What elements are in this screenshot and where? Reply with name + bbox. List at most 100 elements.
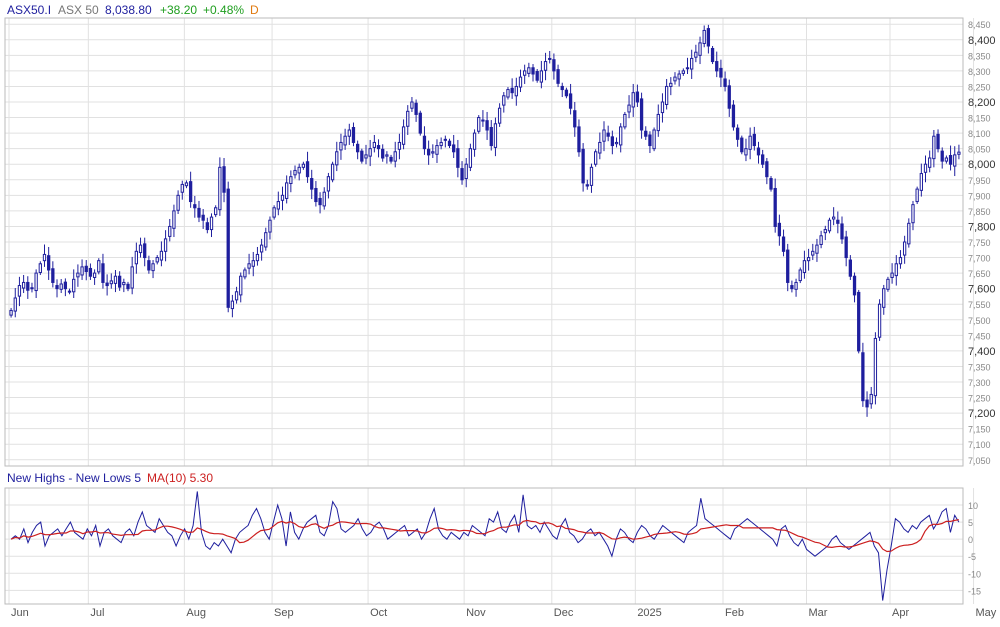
candle-up	[335, 151, 339, 166]
candle-up	[439, 141, 443, 147]
candle-up	[251, 260, 255, 267]
candle-up	[180, 183, 184, 193]
candle-down	[852, 275, 857, 296]
price-axis-label: 8,300	[968, 67, 991, 77]
candle-up	[289, 176, 293, 185]
candle-down	[585, 184, 589, 187]
candle-down	[560, 85, 564, 91]
price-axis-label: 8,350	[968, 51, 991, 61]
candle-up	[911, 204, 915, 224]
header-symbol: ASX50.I	[7, 3, 51, 17]
candle-up	[627, 104, 631, 113]
candle-up	[247, 263, 251, 269]
indicator-axis-labels: 10 5 0 -5 -10 -15	[968, 501, 981, 596]
candle-down	[226, 188, 230, 308]
candle-up	[155, 257, 159, 263]
candle-down	[101, 263, 105, 283]
candle-up	[435, 145, 439, 155]
header-change-pct: +0.48%	[203, 3, 244, 17]
candle-up	[681, 70, 685, 74]
candle-down	[188, 181, 193, 203]
candle-up	[163, 238, 168, 252]
header-name: ASX 50	[58, 3, 99, 17]
candle-up	[669, 82, 673, 87]
time-axis-label: Oct	[370, 607, 387, 619]
indicator-pane-border	[4, 487, 964, 605]
candle-down	[731, 104, 736, 128]
candle-down	[706, 28, 711, 47]
candle-up	[673, 76, 677, 82]
candle-up	[38, 263, 42, 273]
candle-down	[310, 178, 314, 190]
candle-down	[47, 255, 51, 271]
candle-up	[798, 269, 802, 282]
candle-up	[443, 138, 447, 141]
price-axis-label: 8,050	[968, 145, 991, 155]
candle-down	[948, 155, 953, 165]
price-axis-label: 7,850	[968, 207, 991, 217]
candle-up	[873, 337, 878, 397]
candle-up	[811, 250, 815, 256]
candle-up	[589, 166, 594, 186]
candle-down	[790, 285, 794, 290]
candle-down	[723, 78, 727, 87]
candle-down	[735, 127, 740, 140]
price-axis-label: 7,950	[968, 176, 991, 186]
candle-up	[122, 281, 126, 286]
candle-down	[765, 161, 769, 178]
candle-down	[67, 290, 72, 293]
header-interval: D	[250, 3, 259, 17]
candle-down	[568, 93, 573, 109]
candle-down	[531, 67, 535, 75]
time-axis-label: May	[976, 607, 997, 619]
candle-up	[869, 393, 873, 405]
candle-up	[598, 141, 602, 154]
candle-up	[685, 67, 690, 70]
candle-up	[477, 117, 481, 132]
candle-down	[105, 282, 109, 287]
ma-line	[10, 519, 959, 553]
candle-up	[894, 263, 898, 277]
price-axis-label: 7,700	[968, 254, 991, 264]
candle-down	[756, 147, 761, 156]
candle-down	[485, 120, 489, 131]
candle-down	[639, 98, 644, 131]
candle-up	[523, 70, 527, 76]
candle-up	[322, 191, 326, 207]
candle-up	[372, 141, 376, 148]
price-axis-label: 7,050	[968, 456, 991, 466]
time-axis-label: Sep	[274, 607, 294, 619]
price-candles	[9, 24, 961, 417]
candle-down	[418, 112, 422, 134]
candle-up	[919, 173, 923, 191]
candle-up	[502, 95, 506, 106]
candle-up	[660, 101, 665, 114]
candle-down	[861, 352, 865, 402]
price-axis-label: 8,450	[968, 20, 991, 30]
candle-down	[777, 222, 782, 237]
candle-up	[923, 163, 928, 173]
candle-up	[514, 85, 518, 97]
candle-up	[957, 151, 961, 155]
price-axis-label: 7,300	[968, 378, 991, 388]
candle-up	[97, 260, 101, 273]
candle-down	[564, 89, 569, 97]
candle-up	[890, 272, 894, 278]
candle-up	[401, 126, 406, 145]
time-axis-label: Feb	[725, 607, 744, 619]
candle-up	[393, 151, 397, 162]
indicator-axis-label: -5	[968, 552, 976, 562]
candle-up	[293, 169, 297, 176]
candle-down	[857, 291, 861, 352]
candle-down	[414, 102, 418, 115]
price-axis-label: 7,450	[968, 331, 991, 341]
candle-up	[109, 280, 113, 285]
candle-up	[464, 163, 468, 180]
candle-up	[902, 241, 907, 256]
new-highs-lows-line	[10, 491, 960, 601]
candle-down	[577, 126, 581, 153]
candle-up	[17, 285, 22, 297]
price-axis-label: 8,400	[968, 35, 996, 47]
candle-up	[243, 269, 247, 278]
candle-down	[510, 87, 514, 94]
